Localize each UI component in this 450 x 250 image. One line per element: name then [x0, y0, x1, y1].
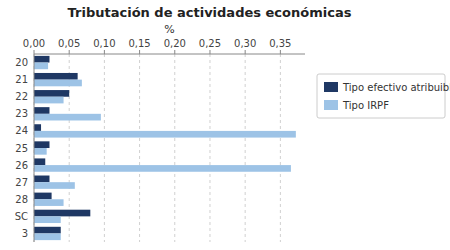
x-tick: [174, 50, 175, 54]
grid-line: [209, 54, 210, 242]
grid: [34, 54, 280, 242]
bar: [34, 193, 52, 200]
x-tick: [104, 50, 105, 54]
y-tick-label: 27: [15, 177, 28, 188]
x-tick: [69, 50, 70, 54]
x-tick: [209, 50, 210, 54]
legend-label: Tipo IRPF: [342, 100, 389, 111]
bar: [34, 182, 75, 189]
chart-container: Tributación de actividades económicas% 0,…: [0, 0, 450, 250]
legend: Tipo efectivo atribuible Tipo IRPF: [317, 74, 450, 118]
bar: [34, 97, 64, 104]
legend-swatch: [324, 82, 338, 92]
y-tick-label: 21: [15, 74, 28, 85]
y-tick-label: 26: [15, 160, 28, 171]
x-tick-label: 0,35: [269, 38, 291, 49]
x-axis: 0,00 0,05 0,10 0,15 0,20 0,25 0,30 0,35: [23, 38, 305, 54]
bar: [34, 63, 48, 70]
y-tick-label: 3: [22, 228, 28, 239]
bar: [34, 165, 291, 172]
x-axis-line: [34, 54, 305, 55]
bar: [34, 176, 49, 183]
x-tick-label: 0,05: [58, 38, 80, 49]
bar: [34, 158, 45, 165]
x-tick-label: 0,25: [199, 38, 221, 49]
x-tick: [34, 50, 35, 54]
x-tick-label: 0,00: [23, 38, 45, 49]
bar: [34, 216, 61, 223]
grid-line: [104, 54, 105, 242]
bar: [34, 114, 101, 121]
bar: [34, 148, 47, 155]
x-tick-label: 0,20: [164, 38, 186, 49]
bar: [34, 90, 69, 97]
grid-line: [174, 54, 175, 242]
x-axis-label: %: [164, 23, 174, 36]
y-tick-label: 24: [15, 125, 28, 136]
bar: [34, 141, 49, 148]
bar: [34, 124, 41, 131]
bar: [34, 73, 78, 80]
bar: [34, 199, 64, 206]
x-tick-label: 0,30: [234, 38, 256, 49]
grid-line: [245, 54, 246, 242]
grid-line: [139, 54, 140, 242]
legend-swatch: [324, 100, 338, 110]
legend-label: Tipo efectivo atribuible: [342, 82, 450, 93]
legend-frame: [317, 74, 445, 118]
bar: [34, 131, 296, 138]
y-tick-label: 28: [15, 194, 28, 205]
x-tick-label: 0,10: [93, 38, 115, 49]
x-tick: [139, 50, 140, 54]
y-axis-line: [34, 54, 35, 242]
y-tick-label: SC: [15, 211, 28, 222]
bar: [34, 227, 61, 234]
grid-line: [34, 54, 35, 242]
chart-title: Tributación de actividades económicas: [68, 5, 352, 20]
y-tick-label: 25: [15, 143, 28, 154]
x-tick: [280, 50, 281, 54]
x-tick-label: 0,15: [128, 38, 150, 49]
chart-svg: Tributación de actividades económicas% 0,…: [0, 0, 450, 250]
bar: [34, 210, 90, 217]
bar: [34, 107, 49, 114]
y-tick-label: 22: [15, 91, 28, 102]
x-tick: [245, 50, 246, 54]
bar: [34, 56, 49, 63]
y-axis: 20 21 22 23 24 25 26 27 28 SC 3: [15, 54, 34, 242]
grid-line: [280, 54, 281, 242]
y-tick-label: 23: [15, 108, 28, 119]
bars: [34, 56, 296, 240]
bar: [34, 80, 82, 87]
y-tick-label: 20: [15, 57, 28, 68]
bar: [34, 233, 61, 240]
